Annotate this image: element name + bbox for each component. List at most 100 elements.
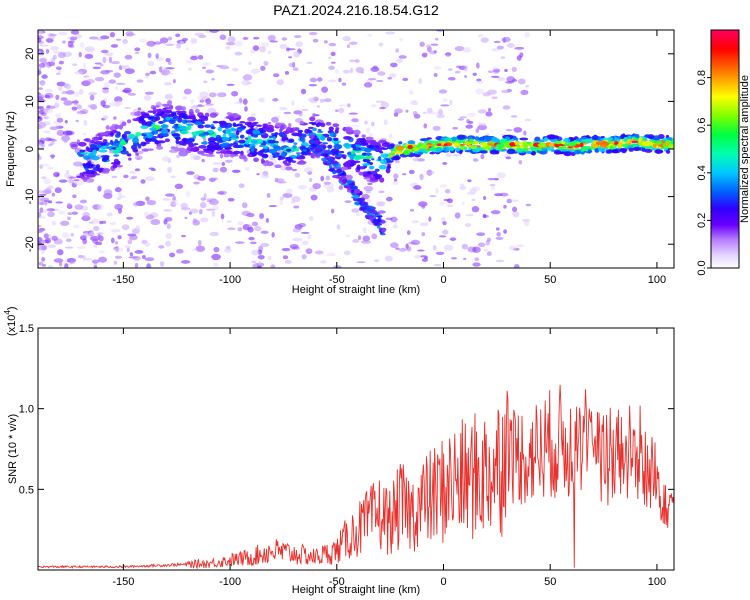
snr-x-tick-label: -50 [329, 576, 345, 588]
spectrogram-noise-blob [53, 173, 58, 178]
spectrogram-noise-blob [73, 99, 79, 106]
spectrogram-noise-blob [38, 94, 45, 100]
spectrogram-noise-blob [370, 104, 377, 108]
spectrogram-noise-blob [260, 242, 270, 247]
spectrogram-noise-blob [190, 55, 198, 61]
spectrogram-noise-blob [146, 40, 156, 47]
spectrogram-noise-blob [248, 236, 255, 241]
spectrogram-noise-blob [178, 150, 189, 157]
spectrogram-ridge-blob [420, 138, 426, 142]
spectrogram-noise-blob [93, 244, 98, 248]
spectrogram-ridge-blob [344, 160, 351, 167]
spectrogram-noise-blob [437, 108, 444, 116]
spectrogram-ridge-blob [296, 133, 303, 137]
spectrogram-noise-blob [189, 208, 199, 214]
spectrogram-ridge-blob [258, 132, 266, 136]
spectrogram-noise-blob [172, 202, 179, 206]
spectrogram-branch-blob [330, 160, 338, 165]
spectrogram-noise-blob [221, 162, 226, 167]
spectrogram-noise-blob [472, 158, 479, 162]
spectrogram-ridge-blob [652, 143, 657, 149]
spectrogram-ridge-blob [351, 144, 356, 149]
spectrogram-ridge-blob [147, 116, 155, 119]
spectrogram-noise-blob [320, 175, 325, 182]
spectrogram-ridge-blob [182, 137, 188, 141]
spectrogram-noise-blob [471, 205, 480, 213]
spectrogram-ridge-blob [431, 145, 435, 151]
spectrogram-noise-blob [316, 105, 320, 108]
spectrogram-noise-blob [38, 230, 43, 233]
spectrogram-ridge-blob [479, 150, 488, 154]
spectrogram-ridge-blob [232, 142, 239, 146]
spectrogram-ridge-blob [332, 123, 340, 128]
spectrogram-ridge-blob [206, 144, 213, 150]
spectrogram-noise-blob [328, 79, 337, 83]
spectrogram-noise-blob [477, 109, 487, 114]
spectrogram-noise-blob [58, 60, 65, 65]
spectrogram-noise-blob [44, 88, 53, 93]
spectrogram-noise-blob [500, 56, 506, 59]
spectrogram-ridge-blob [316, 130, 324, 134]
spectrogram-noise-blob [491, 185, 495, 191]
spectrogram-noise-blob [242, 98, 248, 105]
spectrogram-ridge-blob [603, 137, 608, 141]
spectrogram-noise-blob [49, 46, 60, 51]
spectrogram-noise-blob [38, 69, 42, 76]
spectrogram-noise-blob [351, 208, 360, 213]
spectrogram-noise-blob [516, 55, 522, 61]
spectrogram-noise-blob [291, 100, 295, 107]
spectrogram-noise-blob [98, 256, 107, 263]
spectrogram-ridge-blob [435, 146, 443, 152]
spectrogram-noise-blob [349, 59, 356, 63]
spectrogram-ridge-blob [168, 119, 176, 125]
spectrogram-ridge-blob [643, 137, 648, 142]
spectrogram-noise-blob [487, 107, 492, 112]
spectrogram-noise-blob [63, 100, 73, 106]
spectrogram-ridge-blob [198, 145, 207, 149]
spectrogram-noise-blob [197, 55, 204, 60]
spectrogram-noise-blob [132, 255, 141, 261]
spectrogram-noise-blob [182, 96, 188, 100]
spectrogram-noise-blob [292, 227, 301, 233]
spectrogram-noise-blob [468, 120, 474, 124]
spectrogram-ridge-blob [541, 147, 547, 151]
spectrogram-ridge-blob [648, 139, 656, 142]
spectrogram-noise-blob [234, 101, 244, 105]
spectrogram-ridge-blob [326, 136, 333, 142]
spectrogram-noise-blob [51, 235, 58, 241]
spectrogram-noise-blob [456, 65, 462, 69]
spectrogram-noise-blob [76, 104, 82, 110]
spectrogram-noise-blob [508, 245, 517, 251]
spectrogram-noise-blob [82, 62, 87, 69]
spectrogram-noise-blob [60, 220, 70, 226]
spectrogram-branch-blob [380, 232, 386, 236]
spectrogram-ridge-blob [174, 136, 181, 140]
spectrogram-noise-blob [252, 36, 260, 40]
spectrogram-noise-blob [150, 168, 156, 172]
spectrogram-branch-blob [333, 166, 338, 169]
spectrogram-ridge-blob [343, 135, 352, 140]
spectrogram-ridge-blob [147, 110, 155, 113]
spectrogram-noise-blob [77, 254, 84, 259]
spectrogram-noise-blob [411, 220, 419, 224]
spectrogram-ridge-blob [641, 148, 646, 152]
spectrogram-noise-blob [419, 41, 425, 47]
spectrogram-ridge-blob [86, 140, 93, 143]
spectrogram-ridge-blob [623, 137, 628, 142]
spectrogram-noise-blob [260, 173, 270, 179]
spectrogram-noise-blob [163, 81, 172, 86]
spectrogram-noise-blob [209, 30, 219, 33]
spectrogram-noise-blob [65, 90, 75, 95]
spectrogram-noise-blob [510, 115, 518, 118]
spectrogram-ridge-blob [524, 148, 528, 152]
spectrogram-noise-blob [72, 63, 78, 67]
spectrogram-noise-blob [449, 237, 457, 241]
spectrogram-noise-blob [432, 245, 437, 251]
spectrogram-ridge-blob [543, 137, 549, 142]
spectrogram-noise-blob [370, 121, 375, 127]
spectrogram-ridge-blob [263, 149, 268, 153]
spectrogram-noise-blob [38, 141, 43, 148]
spectrogram-noise-blob [464, 74, 468, 79]
spectrogram-noise-blob [294, 172, 301, 178]
spectrogram-noise-blob [110, 237, 115, 244]
